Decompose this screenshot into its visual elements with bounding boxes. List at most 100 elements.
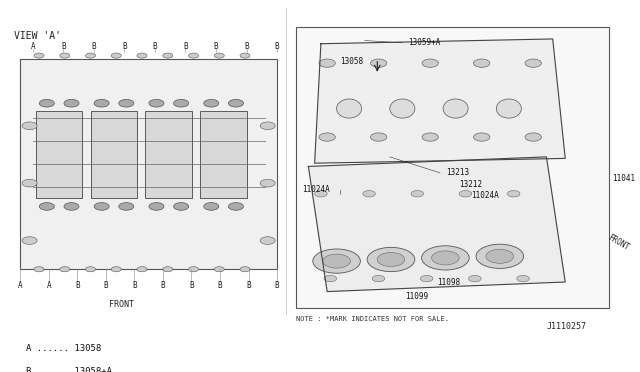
Bar (20, 59, 277, 269)
Circle shape (119, 99, 134, 107)
Circle shape (363, 190, 375, 197)
Circle shape (64, 203, 79, 210)
Circle shape (111, 267, 121, 272)
Circle shape (228, 99, 243, 107)
Text: B: B (244, 42, 249, 51)
Text: FRONT: FRONT (606, 232, 631, 252)
Circle shape (94, 203, 109, 210)
Text: B: B (152, 42, 157, 51)
Circle shape (204, 99, 219, 107)
Bar (91, 111, 137, 199)
Circle shape (319, 59, 335, 67)
Circle shape (315, 190, 327, 197)
Circle shape (94, 99, 109, 107)
Circle shape (474, 133, 490, 141)
Text: B: B (189, 281, 194, 290)
Circle shape (260, 179, 275, 187)
Text: A: A (47, 281, 51, 290)
Circle shape (371, 133, 387, 141)
Circle shape (86, 267, 95, 272)
Circle shape (372, 275, 385, 282)
Circle shape (422, 59, 438, 67)
Ellipse shape (497, 99, 522, 118)
Text: 13059+A: 13059+A (408, 38, 441, 47)
Text: B: B (246, 281, 251, 290)
Circle shape (149, 99, 164, 107)
Circle shape (508, 190, 520, 197)
Text: 11024A: 11024A (302, 185, 330, 194)
Text: VIEW 'A': VIEW 'A' (14, 32, 61, 41)
Polygon shape (315, 39, 565, 163)
Circle shape (460, 190, 472, 197)
Circle shape (137, 267, 147, 272)
Text: 11041: 11041 (612, 174, 636, 183)
Text: A: A (31, 42, 35, 51)
Text: J1110257: J1110257 (547, 322, 586, 331)
Text: 11099: 11099 (406, 292, 429, 301)
Text: B: B (218, 281, 222, 290)
Text: A ...... 13058: A ...... 13058 (26, 344, 102, 353)
Circle shape (86, 53, 95, 58)
Circle shape (431, 251, 459, 265)
Bar (145, 111, 192, 199)
Polygon shape (308, 157, 565, 292)
Text: 13212: 13212 (459, 180, 482, 189)
Circle shape (474, 59, 490, 67)
Circle shape (240, 267, 250, 272)
Text: B: B (75, 281, 79, 290)
Circle shape (163, 53, 173, 58)
Circle shape (111, 53, 121, 58)
Circle shape (260, 122, 275, 129)
Text: 11024A: 11024A (471, 191, 499, 200)
Text: B: B (122, 42, 127, 51)
Circle shape (313, 249, 360, 273)
Bar (36, 111, 83, 199)
Text: B: B (275, 42, 280, 51)
Circle shape (137, 53, 147, 58)
Circle shape (476, 244, 524, 269)
Circle shape (34, 53, 44, 58)
Ellipse shape (390, 99, 415, 118)
Circle shape (260, 237, 275, 244)
Circle shape (377, 253, 404, 266)
Bar (296, 27, 609, 308)
Text: NOTE : *MARK INDICATES NOT FOR SALE.: NOTE : *MARK INDICATES NOT FOR SALE. (296, 316, 449, 322)
Circle shape (323, 254, 350, 268)
Circle shape (189, 267, 198, 272)
Bar (200, 111, 247, 199)
Circle shape (486, 249, 513, 263)
Circle shape (525, 59, 541, 67)
Circle shape (149, 203, 164, 210)
Circle shape (319, 133, 335, 141)
Circle shape (525, 133, 541, 141)
Text: B: B (61, 42, 65, 51)
Circle shape (39, 203, 54, 210)
Circle shape (411, 190, 424, 197)
Text: B: B (132, 281, 137, 290)
Text: B ...... 13058+A: B ...... 13058+A (26, 367, 113, 372)
Circle shape (189, 53, 198, 58)
Text: 11098: 11098 (437, 278, 460, 286)
Ellipse shape (443, 99, 468, 118)
Circle shape (173, 99, 189, 107)
Circle shape (371, 59, 387, 67)
Circle shape (60, 267, 70, 272)
Circle shape (367, 247, 415, 272)
Text: B: B (92, 42, 96, 51)
Circle shape (468, 275, 481, 282)
Text: B: B (183, 42, 188, 51)
Circle shape (204, 203, 219, 210)
Text: 13058: 13058 (340, 58, 363, 67)
Circle shape (163, 267, 173, 272)
Circle shape (214, 267, 224, 272)
Text: 13213: 13213 (446, 168, 469, 177)
Circle shape (240, 53, 250, 58)
Circle shape (119, 203, 134, 210)
Circle shape (22, 122, 37, 129)
Circle shape (64, 99, 79, 107)
Circle shape (214, 53, 224, 58)
Circle shape (34, 267, 44, 272)
Circle shape (422, 133, 438, 141)
Text: A: A (18, 281, 22, 290)
Circle shape (228, 203, 243, 210)
